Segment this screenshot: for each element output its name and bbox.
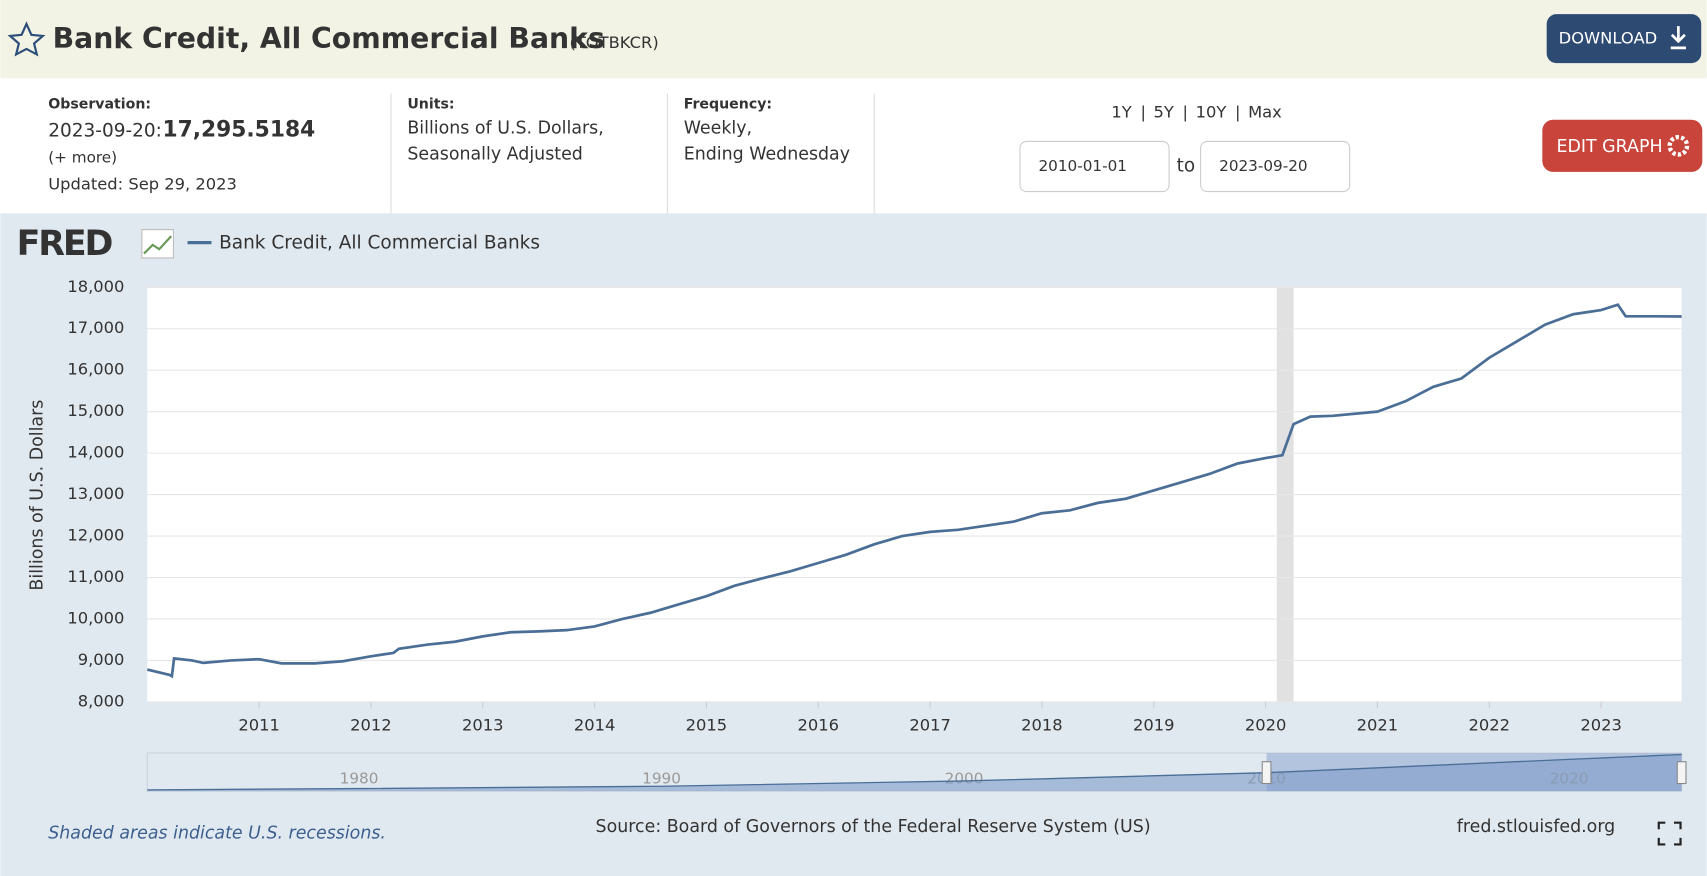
separator: | [1183, 103, 1189, 122]
x-tick-label: 2023 [1580, 715, 1622, 734]
x-tick-label: 2011 [238, 715, 280, 734]
to-label: to [1177, 155, 1196, 176]
separator: | [1140, 103, 1146, 122]
edit-graph-label: EDIT GRAPH [1556, 137, 1662, 157]
legend-label: Bank Credit, All Commercial Banks [219, 233, 540, 254]
gear-icon [1667, 134, 1690, 157]
download-icon [1670, 26, 1686, 50]
favorite-star[interactable] [7, 21, 46, 57]
x-tick-label: 2021 [1357, 715, 1399, 734]
x-tick-label: 2019 [1133, 715, 1175, 734]
updated: Updated: Sep 29, 2023 [48, 174, 237, 193]
separator: | [1235, 103, 1241, 122]
data-line [146, 303, 1682, 679]
y-axis-label: Billions of U.S. Dollars [27, 400, 47, 591]
y-tick-label: 12,000 [67, 526, 124, 545]
range-link[interactable]: 10Y [1196, 103, 1227, 122]
observation-date: 2023-09-20: [48, 121, 162, 142]
y-tick-label: 14,000 [67, 443, 124, 462]
x-tick-label: 2020 [1245, 715, 1287, 734]
frequency-label: Frequency: [684, 96, 772, 112]
start-date: 2010-01-01 [1038, 157, 1126, 175]
frequency: Weekly, [684, 118, 752, 138]
x-tick-label: 2015 [686, 715, 728, 734]
x-tick-label: 2022 [1469, 715, 1511, 734]
fullscreen-icon[interactable] [1657, 821, 1682, 846]
header-bar [0, 0, 1707, 79]
y-tick-label: 17,000 [67, 318, 124, 337]
y-tick-label: 16,000 [67, 360, 124, 379]
logo-icon-line [143, 235, 173, 255]
units: Billions of U.S. Dollars, [407, 118, 603, 138]
range-link[interactable]: 5Y [1154, 103, 1174, 122]
site: fred.stlouisfed.org [1457, 817, 1615, 837]
x-tick-label: 2012 [350, 715, 392, 734]
download-label: DOWNLOAD [1559, 29, 1658, 48]
y-tick-label: 9,000 [78, 650, 125, 669]
start-date-input[interactable] [1019, 140, 1170, 193]
navigator-tick-label: 1980 [340, 770, 379, 788]
recession-note: Shaded areas indicate U.S. recessions. [48, 824, 386, 844]
range-links: 1Y | 5Y | 10Y | Max [1111, 103, 1282, 122]
range-link[interactable]: Max [1248, 103, 1282, 122]
units: Seasonally Adjusted [407, 145, 583, 165]
y-tick-label: 8,000 [78, 691, 125, 710]
navigator-handle[interactable] [1676, 761, 1687, 785]
x-tick-label: 2014 [574, 715, 616, 734]
y-tick-label: 18,000 [67, 277, 124, 296]
navigator-tick-label: 1990 [642, 770, 681, 788]
navigator-handle[interactable] [1261, 761, 1272, 785]
edit-graph-button[interactable] [1542, 119, 1703, 172]
observation-value: 17,295.5184 [162, 118, 315, 143]
range-link[interactable]: 1Y [1111, 103, 1131, 122]
download-button[interactable] [1546, 14, 1702, 64]
x-tick-label: 2018 [1021, 715, 1063, 734]
y-tick-label: 10,000 [67, 608, 124, 627]
navigator-line [147, 753, 1682, 791]
more-link[interactable]: (+ more) [48, 148, 117, 166]
units-label: Units: [407, 96, 454, 112]
source: Source: Board of Governors of the Federa… [596, 817, 1151, 837]
y-tick-label: 11,000 [67, 567, 124, 586]
y-tick-label: 13,000 [67, 484, 124, 503]
info-row [0, 78, 1707, 214]
series-code: (TOTBKCR) [569, 33, 658, 52]
frequency: Ending Wednesday [684, 145, 850, 165]
end-date: 2023-09-20 [1219, 157, 1307, 175]
x-tick-label: 2017 [909, 715, 951, 734]
end-date-input[interactable] [1200, 140, 1351, 193]
observation-label: Observation: [48, 96, 151, 112]
y-tick-label: 15,000 [67, 401, 124, 420]
x-tick-label: 2016 [798, 715, 840, 734]
navigator-area [147, 754, 1682, 792]
logo-icon [141, 229, 174, 259]
fred-logo: FRED [17, 224, 113, 264]
title: Bank Credit, All Commercial Banks [53, 22, 605, 55]
x-tick-label: 2013 [462, 715, 504, 734]
